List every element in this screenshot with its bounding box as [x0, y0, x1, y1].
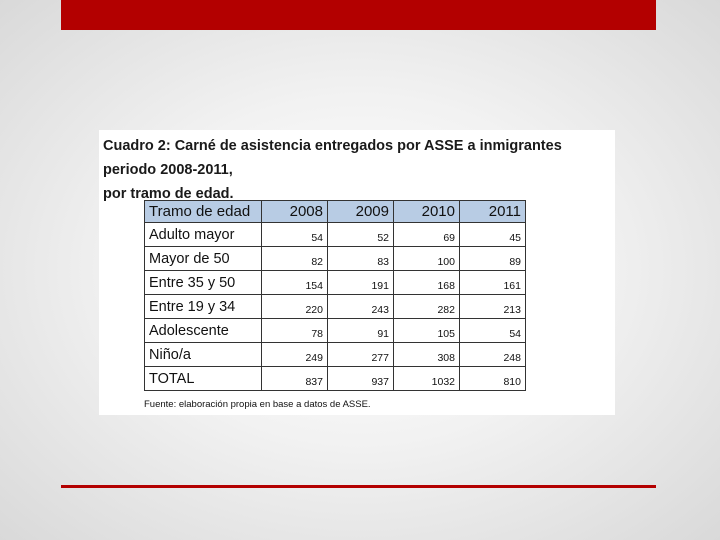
row-label: Mayor de 50: [144, 246, 262, 271]
table-row: Niño/a 249 277 308 248: [144, 342, 526, 367]
top-accent-bar: [61, 0, 656, 30]
table-cell: 54: [261, 222, 328, 247]
table-row: Adolescente 78 91 105 54: [144, 318, 526, 343]
row-label: Entre 35 y 50: [144, 270, 262, 295]
table-figure: Cuadro 2: Carné de asistencia entregados…: [99, 130, 615, 415]
table-cell: 191: [327, 270, 394, 295]
table-cell: 45: [459, 222, 526, 247]
header-year-2010: 2010: [393, 200, 460, 223]
source-note: Fuente: elaboración propia en base a dat…: [144, 399, 371, 410]
table-cell: 277: [327, 342, 394, 367]
table-cell: 83: [327, 246, 394, 271]
table-cell: 161: [459, 270, 526, 295]
table-cell: 91: [327, 318, 394, 343]
table-cell: 220: [261, 294, 328, 319]
table-cell: 248: [459, 342, 526, 367]
table-cell: 282: [393, 294, 460, 319]
table-cell: 69: [393, 222, 460, 247]
table-row: Adulto mayor 54 52 69 45: [144, 222, 526, 247]
figure-caption: Cuadro 2: Carné de asistencia entregados…: [103, 134, 613, 206]
table-row-total: TOTAL 837 937 1032 810: [144, 366, 526, 391]
row-label: TOTAL: [144, 366, 262, 391]
table-cell: 308: [393, 342, 460, 367]
row-label: Adulto mayor: [144, 222, 262, 247]
header-tramo-de-edad: Tramo de edad: [144, 200, 262, 223]
table-row: Entre 35 y 50 154 191 168 161: [144, 270, 526, 295]
table-cell: 89: [459, 246, 526, 271]
table-cell: 100: [393, 246, 460, 271]
table-cell: 154: [261, 270, 328, 295]
caption-line-2: por tramo de edad.: [103, 186, 234, 202]
table-cell: 54: [459, 318, 526, 343]
table-cell: 52: [327, 222, 394, 247]
row-label: Niño/a: [144, 342, 262, 367]
data-table: Tramo de edad 2008 2009 2010 2011 Adulto…: [144, 200, 526, 391]
table-cell: 937: [327, 366, 394, 391]
bottom-accent-rule: [61, 485, 656, 488]
header-year-2008: 2008: [261, 200, 328, 223]
table-cell: 105: [393, 318, 460, 343]
table-cell: 243: [327, 294, 394, 319]
header-year-2009: 2009: [327, 200, 394, 223]
table-cell: 213: [459, 294, 526, 319]
table-cell: 249: [261, 342, 328, 367]
table-cell: 168: [393, 270, 460, 295]
row-label: Entre 19 y 34: [144, 294, 262, 319]
table-cell: 78: [261, 318, 328, 343]
table-cell: 1032: [393, 366, 460, 391]
table-cell: 810: [459, 366, 526, 391]
table-row: Entre 19 y 34 220 243 282 213: [144, 294, 526, 319]
header-year-2011: 2011: [459, 200, 526, 223]
row-label: Adolescente: [144, 318, 262, 343]
table-header-row: Tramo de edad 2008 2009 2010 2011: [144, 200, 526, 223]
caption-line-1: Cuadro 2: Carné de asistencia entregados…: [103, 138, 562, 178]
table-cell: 82: [261, 246, 328, 271]
table-row: Mayor de 50 82 83 100 89: [144, 246, 526, 271]
table-cell: 837: [261, 366, 328, 391]
